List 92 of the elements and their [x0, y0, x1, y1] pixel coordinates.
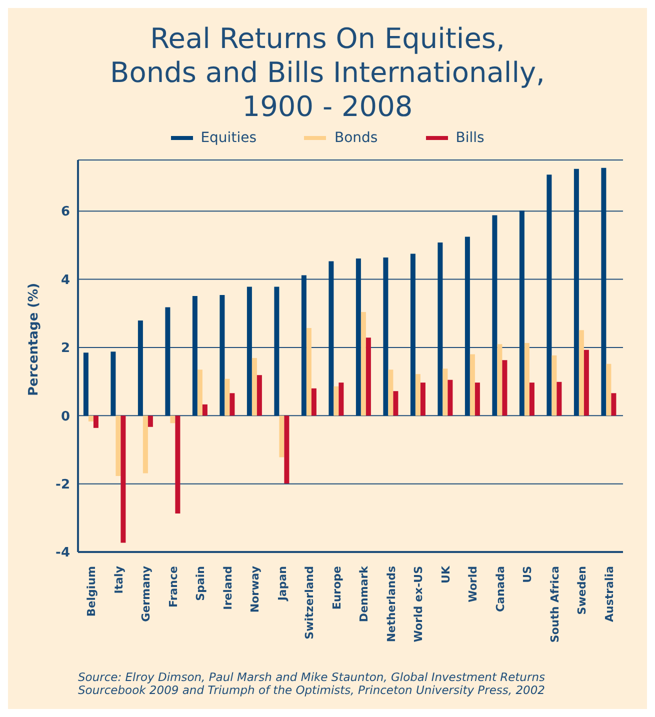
- bar: [334, 386, 339, 416]
- x-tick-label: Germany: [140, 566, 153, 622]
- bar: [279, 416, 284, 458]
- bar: [142, 416, 148, 474]
- x-tick-label: South Africa: [548, 566, 562, 643]
- chart-title: Real Returns On Equities, Bonds and Bills Internationally, 1900 - 2008: [109, 21, 546, 124]
- bar: [192, 296, 198, 416]
- bar: [360, 312, 366, 416]
- bar: [328, 261, 334, 416]
- bar: [202, 404, 208, 416]
- bar: [470, 354, 475, 416]
- x-tick-label: Spain: [194, 566, 208, 601]
- bar: [584, 350, 589, 416]
- bar: [611, 393, 616, 416]
- bar: [601, 168, 606, 416]
- bar: [529, 382, 534, 416]
- bar: [301, 275, 306, 416]
- x-tick-label: Norway: [248, 566, 262, 613]
- bar: [256, 375, 262, 416]
- legend-label: Bonds: [334, 130, 378, 146]
- bar: [311, 388, 316, 416]
- bar: [383, 257, 388, 416]
- bar: [246, 286, 252, 416]
- x-tick-label: Canada: [494, 566, 507, 612]
- bar: [93, 416, 98, 428]
- legend-label: Equities: [200, 130, 256, 146]
- bar: [83, 352, 88, 416]
- bar: [170, 416, 176, 424]
- bar: [546, 174, 552, 416]
- y-tick-label: 4: [60, 272, 70, 288]
- bar: [88, 416, 94, 422]
- y-tick-label: 2: [60, 341, 70, 356]
- bar: [338, 382, 344, 416]
- bar: [442, 368, 448, 416]
- x-tick-label: Australia: [602, 566, 616, 622]
- y-tick-label: -4: [56, 546, 70, 561]
- bar: [197, 370, 202, 416]
- source-note: Source: Elroy Dimson, Paul Marsh and Mike Staunton, Global Investment Returns Sourcebook 2009 and Triumph of the Optimists, Princeton University Press, 2002: [78, 670, 546, 697]
- x-tick-label: Sweden: [576, 566, 589, 615]
- y-axis-title: Percentage (%): [26, 282, 42, 396]
- bar: [116, 416, 121, 476]
- x-tick-label: UK: [439, 566, 452, 584]
- legend-label: Bills: [456, 130, 484, 146]
- bar: [519, 210, 524, 416]
- bar: [438, 242, 443, 416]
- bar: [474, 382, 480, 416]
- bar: [284, 416, 290, 484]
- bar: [366, 338, 371, 416]
- x-tick-label: Japan: [276, 566, 289, 602]
- bar: [410, 254, 416, 416]
- bar: [524, 343, 530, 416]
- x-tick-label: Ireland: [221, 566, 234, 610]
- x-tick-label: Denmark: [358, 565, 371, 622]
- x-tick-label: World: [466, 566, 480, 602]
- bar: [110, 352, 116, 416]
- bar: [502, 360, 508, 416]
- bar: [393, 391, 398, 416]
- bar: [606, 364, 612, 416]
- bar: [492, 215, 498, 416]
- bar: [120, 416, 126, 543]
- bar: [165, 307, 170, 416]
- bar: [175, 416, 180, 514]
- x-tick-label: World ex-US: [412, 566, 426, 642]
- x-tick-label: Italy: [112, 566, 126, 594]
- y-tick-label: -2: [56, 477, 70, 492]
- bar: [574, 168, 579, 416]
- x-tick-label: Netherlands: [384, 566, 398, 642]
- bar: [148, 416, 153, 427]
- bar: [464, 236, 470, 416]
- x-tick-label: Switzerland: [303, 566, 316, 640]
- bar: [274, 286, 280, 416]
- bar: [388, 370, 394, 416]
- x-tick-label: Europe: [330, 566, 344, 610]
- bar: [415, 374, 420, 416]
- bar: [356, 258, 361, 416]
- bar: [556, 382, 562, 416]
- bar: [224, 378, 230, 416]
- y-tick-label: 0: [60, 409, 70, 424]
- y-tick-label: 6: [60, 204, 70, 220]
- bar: [448, 380, 453, 416]
- bar: [578, 330, 584, 416]
- bar: [220, 294, 225, 416]
- bar: [552, 355, 557, 416]
- x-tick-label: Belgium: [85, 566, 98, 617]
- x-tick-label: France: [166, 566, 180, 608]
- bar: [420, 382, 426, 416]
- bar: [230, 393, 235, 416]
- bar: [306, 328, 312, 416]
- bar: [252, 358, 257, 416]
- x-tick-label: US: [521, 566, 534, 583]
- bar: [497, 344, 502, 416]
- bar: [138, 320, 143, 416]
